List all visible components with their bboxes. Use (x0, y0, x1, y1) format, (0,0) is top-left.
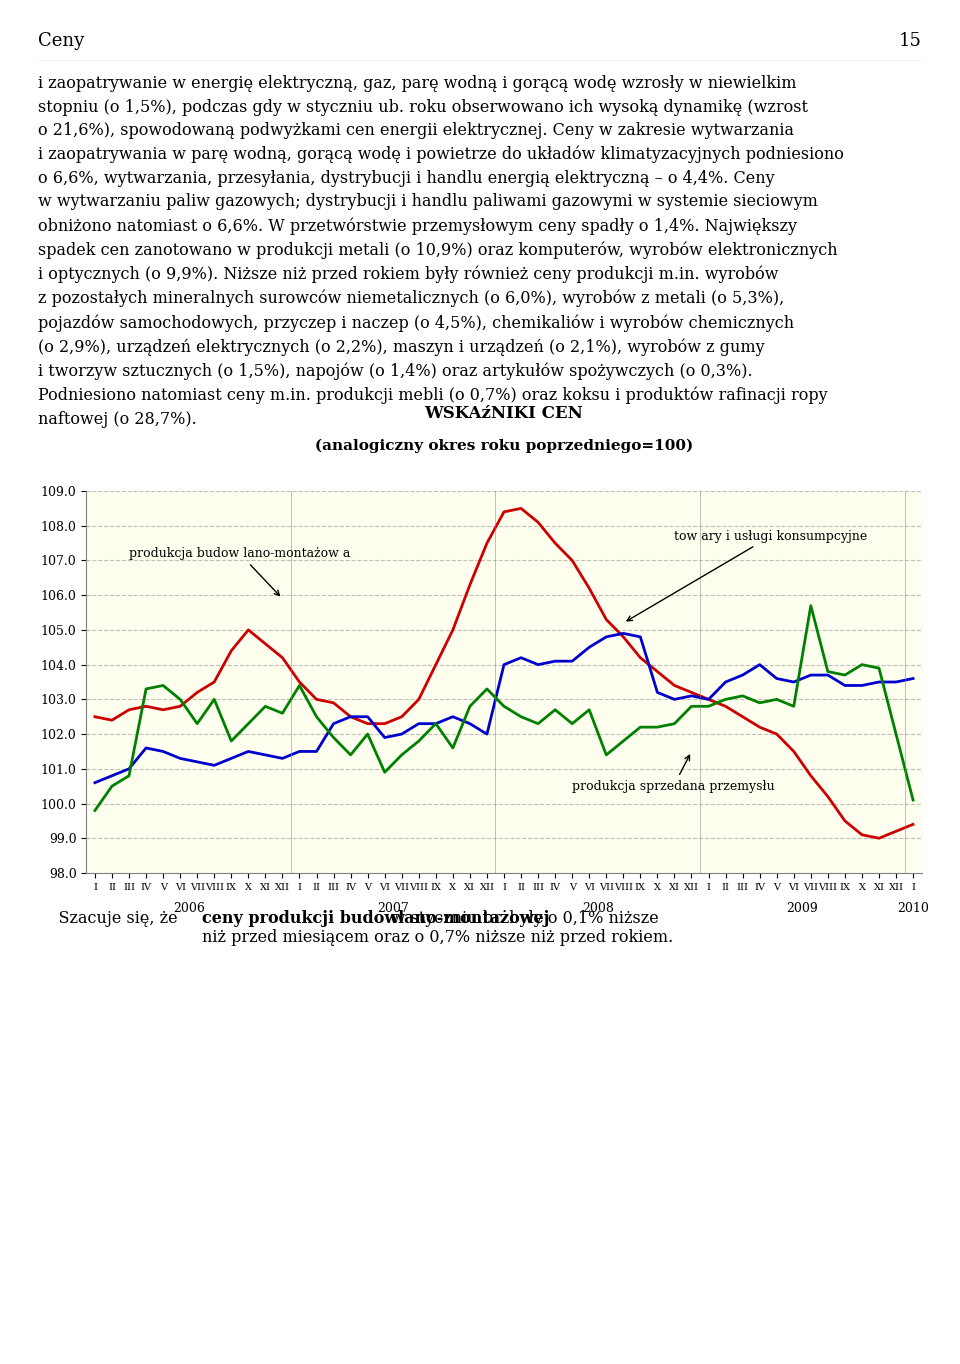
Text: 15: 15 (899, 31, 922, 50)
Text: w styczniu br. były o 0,1% niższe
niż przed miesiącem oraz o 0,7% niższe niż prz: w styczniu br. były o 0,1% niższe niż pr… (202, 910, 673, 947)
Text: 2008: 2008 (582, 903, 613, 915)
Text: 2009: 2009 (786, 903, 818, 915)
Text: produkcja sprzedana przemysłu: produkcja sprzedana przemysłu (572, 756, 775, 792)
Text: ceny produkcji budowlano-montażowej: ceny produkcji budowlano-montażowej (202, 910, 549, 926)
Text: Szacuje się, że: Szacuje się, że (38, 910, 183, 926)
Text: 2010: 2010 (898, 903, 929, 915)
Text: (analogiczny okres roku poprzedniego=100): (analogiczny okres roku poprzedniego=100… (315, 438, 693, 453)
Text: WSKAźNIKI CEN: WSKAźNIKI CEN (424, 405, 584, 423)
Text: tow ary i usługi konsumpcyjne: tow ary i usługi konsumpcyjne (627, 529, 868, 621)
Text: produkcja budow lano-montażow a: produkcja budow lano-montażow a (129, 547, 350, 596)
Text: Ceny: Ceny (38, 31, 84, 50)
Text: 2007: 2007 (377, 903, 409, 915)
Text: 2006: 2006 (173, 903, 204, 915)
Text: i zaopatrywanie w energię elektryczną, gaz, parę wodną i gorącą wodę wzrosły w n: i zaopatrywanie w energię elektryczną, g… (38, 75, 844, 428)
